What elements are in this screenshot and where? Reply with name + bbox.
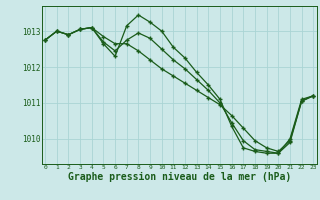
X-axis label: Graphe pression niveau de la mer (hPa): Graphe pression niveau de la mer (hPa): [68, 172, 291, 182]
